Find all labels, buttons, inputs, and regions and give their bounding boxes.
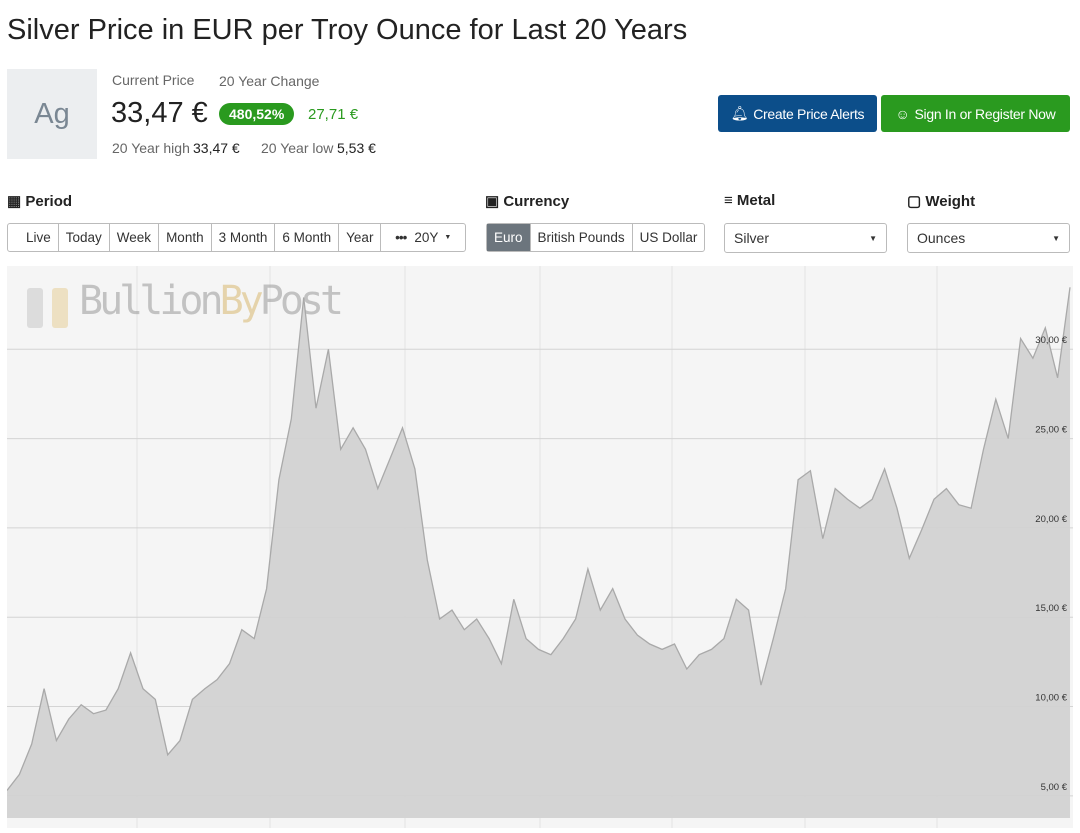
metal-value: Silver [734, 230, 770, 246]
y-tick-label: 5,00 € [1041, 782, 1068, 793]
metal-symbol: Ag [7, 69, 97, 159]
weight-label: ▢ Weight [907, 193, 976, 210]
weight-value: Ounces [917, 230, 966, 246]
currency-button[interactable]: British Pounds [531, 224, 633, 251]
period-button[interactable]: Week [110, 224, 160, 251]
currency-group: Euro British Pounds US Dollar [486, 223, 706, 252]
y-tick-label: 30,00 € [1035, 335, 1067, 346]
period-button[interactable]: Live [8, 224, 59, 251]
current-price: 33,47 € [111, 97, 208, 129]
watermark-bullion: Bullion [79, 278, 220, 324]
low-label: 20 Year low [261, 140, 334, 156]
change-label: 20 Year Change [219, 73, 320, 89]
period-button[interactable]: 6 Month [275, 224, 340, 251]
period-button[interactable]: 3 Month [212, 224, 276, 251]
metal-select[interactable]: Silver ▼ [724, 223, 887, 253]
y-tick-label: 20,00 € [1035, 514, 1067, 525]
watermark-by: By [220, 278, 263, 324]
low-value: 5,53 € [337, 140, 376, 156]
period-button[interactable]: Today [59, 224, 110, 251]
y-tick-label: 15,00 € [1035, 603, 1067, 614]
watermark: BullionByPost [27, 278, 345, 328]
signin-button[interactable]: ☺︎ Sign In or Register Now [881, 95, 1070, 132]
watermark-post: Post [260, 278, 341, 324]
metal-label: ≡ Metal [724, 192, 776, 209]
price-area [7, 287, 1070, 818]
svg-text:BullionByPost: BullionByPost [79, 278, 341, 324]
period-button[interactable]: Month [159, 224, 212, 251]
metal-label-text: Metal [736, 192, 776, 209]
currency-button[interactable]: Euro [487, 224, 531, 251]
currency-label-text: Currency [503, 193, 570, 210]
price-chart: BullionByPost 5,00 € 10,00 € 15,00 € 20,00 … [7, 266, 1073, 828]
weight-select[interactable]: Ounces ▼ [907, 223, 1070, 253]
period-group: Live Today Week Month 3 Month 6 Month Year ••• 2… [7, 223, 466, 252]
currency-button[interactable]: US Dollar [639, 230, 698, 245]
period-label: ▦ Period [7, 193, 73, 210]
y-tick-label: 10,00 € [1035, 693, 1067, 704]
period-more[interactable]: ••• 20Y ▼ [395, 230, 452, 245]
alerts-text: Create Price Alerts [753, 105, 865, 122]
signin-text: Sign In or Register Now [914, 105, 1056, 122]
period-selected: 20Y [414, 230, 439, 245]
period-label-text: Period [25, 193, 73, 210]
price-line [7, 287, 1071, 791]
change-abs: 27,71 € [308, 106, 359, 123]
currency-label: ▣ Currency [485, 193, 570, 210]
change-badge: 480,52% [219, 103, 295, 125]
high-value: 33,47 € [193, 140, 240, 156]
page-title: Silver Price in EUR per Troy Ounce for L… [7, 14, 688, 46]
y-tick-label: 25,00 € [1035, 425, 1067, 436]
weight-label-text: Weight [925, 193, 976, 210]
high-label: 20 Year high [112, 140, 190, 156]
alerts-button[interactable]: 🔔︎ Create Price Alerts [718, 95, 877, 132]
current-label: Current Price [112, 72, 195, 88]
period-button[interactable]: Year [339, 224, 382, 251]
